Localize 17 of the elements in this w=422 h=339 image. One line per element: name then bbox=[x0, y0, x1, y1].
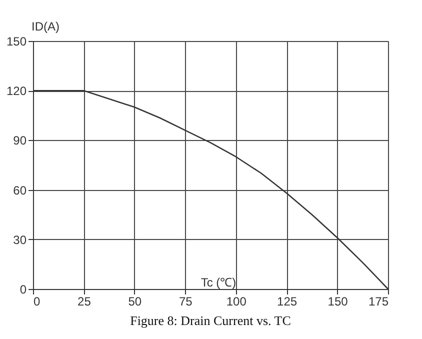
x-tick-label: 175 bbox=[368, 294, 389, 308]
x-tick-label: 75 bbox=[178, 294, 193, 308]
x-tick-label: 50 bbox=[128, 294, 142, 308]
text: Figure 8: Drain Current vs. TC bbox=[130, 313, 291, 328]
y-tick-label: 120 bbox=[6, 84, 27, 98]
x-axis-title: Tc (℃) bbox=[200, 276, 236, 290]
y-tick-label: 30 bbox=[13, 232, 27, 247]
y-tick-label: 90 bbox=[13, 134, 27, 148]
y-tick-label: 60 bbox=[13, 183, 27, 198]
x-tick-label: 100 bbox=[226, 294, 247, 308]
x-tick-label: 25 bbox=[78, 294, 92, 308]
y-tick-label: 0 bbox=[20, 282, 27, 296]
y-axis-title: ID(A) bbox=[32, 20, 60, 34]
x-tick-label: 0 bbox=[34, 294, 40, 308]
x-tick-label: 150 bbox=[328, 294, 348, 308]
y-tick-label: 150 bbox=[6, 34, 27, 48]
x-tick-label: 125 bbox=[277, 294, 298, 308]
